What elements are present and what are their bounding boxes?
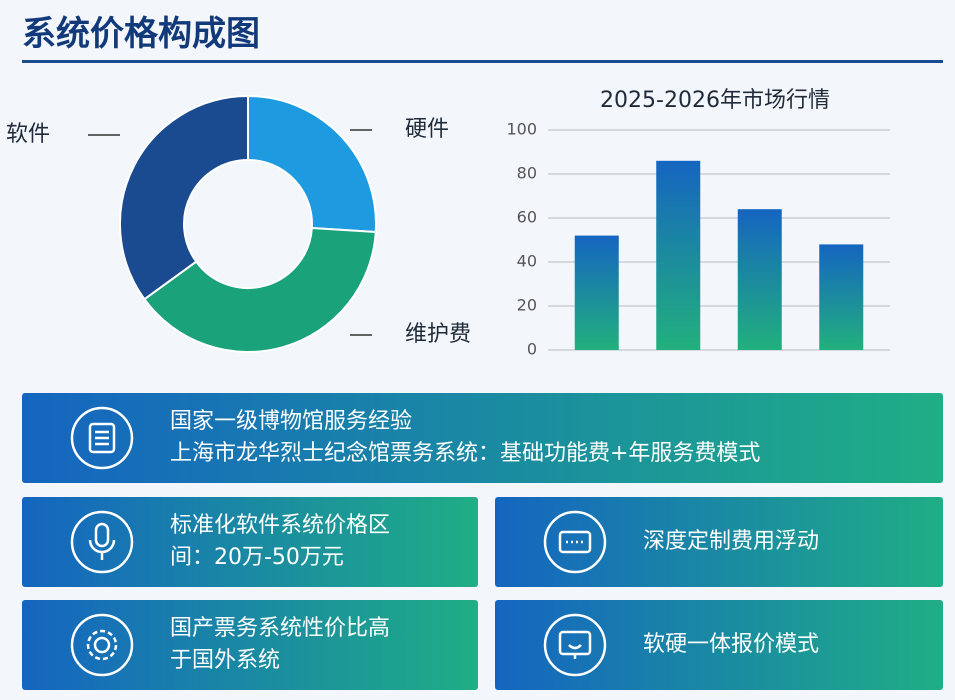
y-tick-label: 20	[517, 296, 537, 315]
donut-slice	[143, 226, 377, 353]
info-card: 国产票务系统性价比高 于国外系统	[22, 600, 478, 690]
bar	[656, 160, 701, 350]
donut-slice	[119, 94, 249, 301]
card-text: 深度定制费用浮动	[643, 497, 819, 587]
card-icon	[543, 510, 607, 574]
card-line: 于国外系统	[170, 648, 281, 673]
info-card: 深度定制费用浮动	[495, 497, 943, 587]
card-line: 国家一级博物馆服务经验	[170, 409, 413, 434]
card-line: 上海市龙华烈士纪念馆票务系统：基础功能费+年服务费模式	[170, 441, 761, 466]
card-text: 国产票务系统性价比高 于国外系统	[170, 600, 390, 690]
card-text: 软硬一体报价模式	[643, 600, 819, 690]
card-line: 深度定制费用浮动	[643, 529, 820, 554]
card-line: 标准化软件系统价格区	[170, 513, 391, 538]
card-text: 标准化软件系统价格区 间：20万-50万元	[170, 497, 390, 587]
bar	[574, 235, 619, 350]
donut-label: 硬件	[405, 117, 449, 142]
info-card: 标准化软件系统价格区 间：20万-50万元	[22, 497, 478, 587]
card-icon	[70, 613, 134, 677]
page-title: 系统价格构成图	[22, 14, 260, 54]
card-line: 间：20万-50万元	[170, 545, 344, 570]
donut-label: 软件	[6, 122, 50, 147]
y-tick-label: 0	[527, 340, 537, 359]
card-icon	[70, 510, 134, 574]
card-line: 软硬一体报价模式	[643, 632, 820, 657]
title-rule	[22, 60, 943, 63]
bar-title: 2025-2026年市场行情	[600, 88, 830, 113]
bar	[819, 244, 864, 350]
donut-label: 维护费	[405, 322, 471, 347]
card-icon	[543, 613, 607, 677]
info-card: 国家一级博物馆服务经验上海市龙华烈士纪念馆票务系统：基础功能费+年服务费模式	[22, 393, 943, 483]
y-tick-label: 60	[517, 208, 537, 227]
info-card: 软硬一体报价模式	[495, 600, 943, 690]
y-tick-label: 80	[517, 164, 537, 183]
y-tick-label: 100	[506, 120, 537, 139]
card-icon	[70, 406, 134, 470]
y-tick-label: 40	[517, 252, 537, 271]
card-line: 国产票务系统性价比高	[170, 616, 391, 641]
bar	[737, 209, 782, 350]
card-text: 国家一级博物馆服务经验上海市龙华烈士纪念馆票务系统：基础功能费+年服务费模式	[170, 393, 760, 483]
donut-slice	[247, 94, 377, 234]
